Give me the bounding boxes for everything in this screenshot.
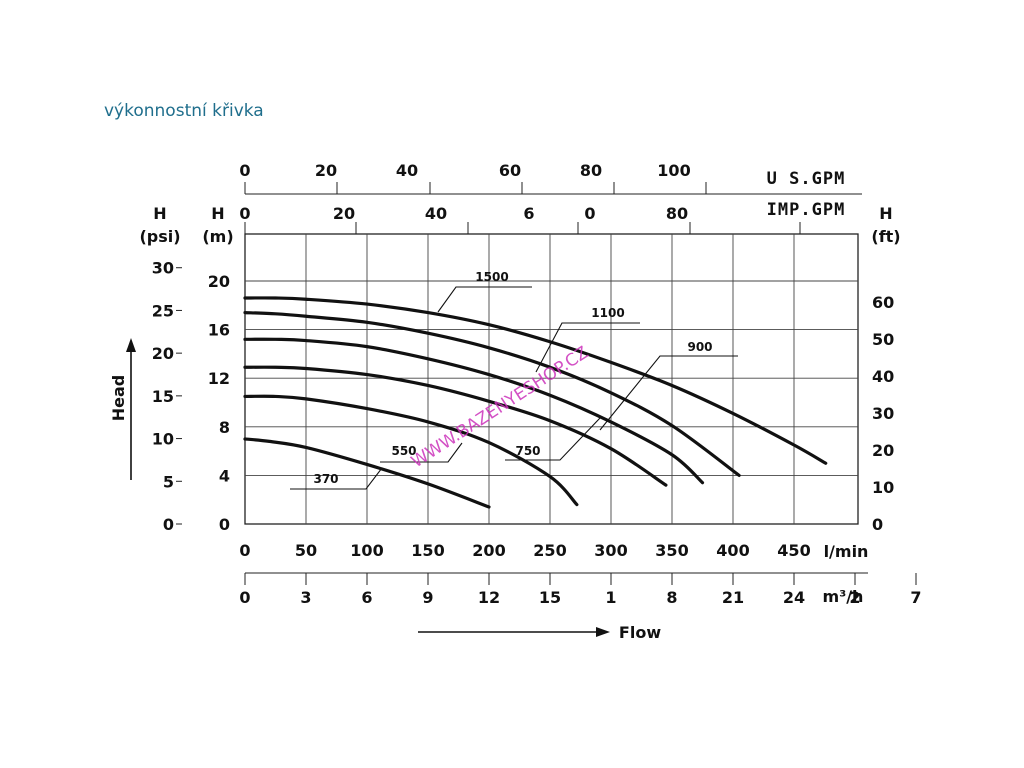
curve-leaders: 370 550 750 900 1100 1500	[290, 270, 738, 490]
curve-750	[243, 365, 668, 487]
usgpm-tick-label: 60	[499, 161, 521, 180]
page-title: výkonnostní křivka	[104, 101, 264, 121]
usgpm-tick-label: 100	[657, 161, 690, 180]
ft-axis-unit: (ft)	[871, 227, 900, 246]
head-arrow-head	[126, 338, 136, 352]
ft-axis-letter: H	[879, 204, 892, 223]
m3h-unit-label: m³/h	[823, 587, 864, 606]
m3h-tick-label: 0	[239, 588, 250, 607]
ft-tick-label: 50	[872, 330, 894, 349]
ft-tick-label: 30	[872, 404, 894, 423]
lpm-tick-label: 100	[350, 541, 383, 560]
lpm-tick-label: 350	[655, 541, 688, 560]
curve-1500	[243, 296, 828, 465]
lpm-tick-label: 50	[295, 541, 317, 560]
m-axis-unit: (m)	[202, 227, 233, 246]
impgpm-tick-label: 0	[239, 204, 250, 223]
psi-tick-label: 20	[152, 344, 174, 363]
impgpm-tick-label: 80	[666, 204, 688, 223]
curve-900	[243, 337, 705, 485]
psi-axis-unit: (psi)	[139, 227, 180, 246]
psi-tick-label: 15	[152, 387, 174, 406]
curve-550	[243, 394, 579, 507]
usgpm-tick-label: 40	[396, 161, 418, 180]
m3h-tick-label: 7	[910, 588, 921, 607]
leader-900	[599, 355, 738, 431]
m-tick-label: 20	[208, 272, 230, 291]
impgpm-tick-label: 0	[584, 204, 595, 223]
psi-axis-letter: H	[153, 204, 166, 223]
m3h-tick-label: 3	[300, 588, 311, 607]
ft-tick-label: 10	[872, 478, 894, 497]
flow-arrow-head	[596, 627, 610, 637]
m-axis-letter: H	[211, 204, 224, 223]
lpm-tick-label: 200	[472, 541, 505, 560]
m3h-tick-label: 8	[666, 588, 677, 607]
psi-tick-label: 10	[152, 430, 174, 449]
m3h-tick-label: 6	[361, 588, 372, 607]
usgpm-tick-label: 80	[580, 161, 602, 180]
psi-tick-label: 5	[163, 472, 174, 491]
curves	[243, 296, 828, 509]
curve-1100	[243, 310, 741, 477]
usgpm-tick-label: 20	[315, 161, 337, 180]
curve-370	[243, 437, 491, 509]
psi-tick-label: 30	[152, 259, 174, 278]
usgpm-unit-label: U S.GPM	[767, 169, 846, 189]
lpm-unit-label: l/min	[824, 542, 869, 561]
psi-tick-label: 0	[163, 515, 174, 534]
m3h-tick-label: 15	[539, 588, 561, 607]
lpm-tick-label: 300	[594, 541, 627, 560]
leader-370	[290, 467, 383, 490]
m-tick-label: 12	[208, 369, 230, 388]
m-tick-label: 16	[208, 321, 230, 340]
lpm-tick-label: 250	[533, 541, 566, 560]
curve-label-1500: 1500	[475, 270, 508, 284]
ft-tick-label: 60	[872, 293, 894, 312]
psi-tick-label: 25	[152, 301, 174, 320]
impgpm-unit-label: IMP.GPM	[767, 200, 846, 220]
plot-frame	[244, 233, 859, 525]
ft-tick-label: 20	[872, 441, 894, 460]
lpm-tick-label: 400	[716, 541, 749, 560]
m-tick-label: 0	[219, 515, 230, 534]
m3h-tick-label: 21	[722, 588, 744, 607]
impgpm-tick-label: 6	[523, 204, 534, 223]
lpm-tick-label: 450	[777, 541, 810, 560]
curve-label-1100: 1100	[591, 306, 624, 320]
lpm-tick-label: 0	[239, 541, 250, 560]
m3h-tick-label: 1	[605, 588, 616, 607]
curve-label-900: 900	[687, 340, 712, 354]
usgpm-tick-label: 0	[239, 161, 250, 180]
lpm-tick-label: 150	[411, 541, 444, 560]
leader-550	[380, 442, 463, 463]
ft-tick-label: 40	[872, 367, 894, 386]
m-tick-label: 4	[219, 466, 230, 485]
m3h-tick-label: 9	[422, 588, 433, 607]
leader-750	[505, 417, 601, 461]
m3h-tick-label: 12	[478, 588, 500, 607]
m3h-tick-label: 2	[849, 588, 860, 607]
grid	[176, 182, 917, 585]
curve-label-750: 750	[515, 444, 540, 458]
watermark: WWW.BAZENYESHOP.CZ	[408, 343, 592, 472]
impgpm-tick-label: 20	[333, 204, 355, 223]
leader-1500	[437, 286, 532, 313]
curve-label-370: 370	[313, 472, 338, 486]
ft-tick-label: 0	[872, 515, 883, 534]
impgpm-tick-label: 40	[425, 204, 447, 223]
m-tick-label: 8	[219, 418, 230, 437]
flow-axis-title: Flow	[619, 623, 661, 642]
head-axis-title: Head	[109, 375, 128, 422]
leader-1100	[535, 322, 640, 373]
m3h-tick-label: 24	[783, 588, 805, 607]
curve-label-550: 550	[391, 444, 416, 458]
